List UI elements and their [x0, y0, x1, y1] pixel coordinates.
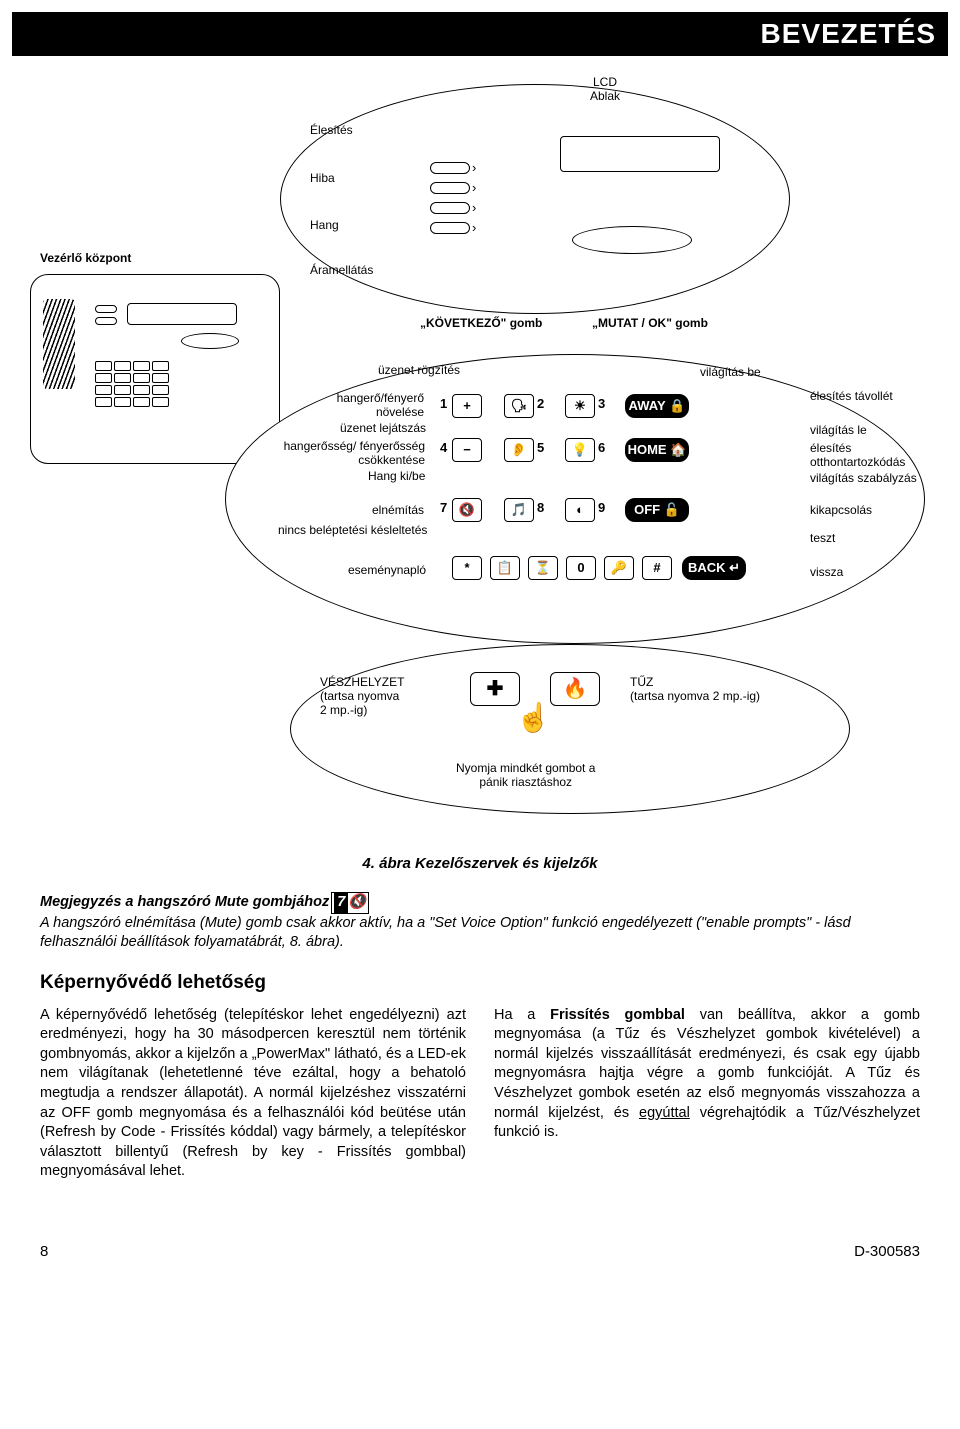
- label-vilagitas-le: világítás le: [810, 424, 867, 438]
- label-elesites-ott: élesítés otthontartozkódás: [810, 442, 940, 470]
- label-elesites-tav: élesítés távollét: [810, 390, 893, 404]
- key-chime-icon[interactable]: 🎵: [504, 498, 534, 522]
- panel-nav: [181, 333, 239, 349]
- key-mute-icon[interactable]: 🔇: [452, 498, 482, 522]
- page-header: BEVEZETÉS: [12, 12, 948, 56]
- keypad-grid: + 1 🗣 2 ☀ 3 AWAY 🔒 − 4 👂 5 💡 6 HOME 🏠 🔇 …: [440, 384, 790, 584]
- led-2: [430, 182, 470, 194]
- label-hangero-nov: hangerő/fényerő növelése: [314, 392, 424, 420]
- key-off[interactable]: OFF 🔓: [625, 498, 689, 522]
- num-3: 3: [598, 396, 605, 413]
- mute-note: Megjegyzés a hangszóró Mute gombjához 7🔇…: [40, 892, 920, 953]
- label-nincs-belep: nincs beléptetési késleltetés: [278, 524, 427, 538]
- top-bubble: [280, 84, 790, 314]
- key-timer-icon[interactable]: ⏳: [528, 556, 558, 580]
- label-mutat: „MUTAT / OK" gomb: [592, 317, 708, 331]
- num-7: 7: [440, 500, 447, 517]
- label-hang: Hang: [310, 219, 339, 233]
- key-hash[interactable]: #: [642, 556, 672, 580]
- label-elesites: Élesítés: [310, 124, 353, 138]
- led-3: [430, 202, 470, 214]
- note-body: A hangszóró elnémítása (Mute) gomb csak …: [40, 915, 851, 951]
- num-2: 2: [537, 396, 544, 413]
- label-panik: Nyomja mindkét gombot a pánik riasztásho…: [456, 762, 595, 790]
- label-teszt: teszt: [810, 532, 835, 546]
- panel-led: [95, 305, 117, 313]
- key-voice-icon[interactable]: 🗣: [504, 394, 534, 418]
- key-light-icon[interactable]: ☀: [565, 394, 595, 418]
- label-hang-kibe: Hang ki/be: [368, 470, 425, 484]
- key-zero[interactable]: 0: [566, 556, 596, 580]
- label-uzenet-rogzites: üzenet rögzítés: [378, 364, 460, 378]
- arrow-icon: ›: [472, 160, 476, 177]
- note-title: Megjegyzés a hangszóró Mute gombjához 7🔇: [40, 892, 369, 914]
- label-hiba: Hiba: [310, 172, 335, 186]
- label-uzenet-lej: üzenet lejátszás: [340, 422, 426, 436]
- column-right: Ha a Frissítés gombbal van beállítva, ak…: [494, 1006, 920, 1182]
- num-5: 5: [537, 440, 544, 457]
- label-lcd: LCD Ablak: [590, 76, 620, 104]
- arrow-icon: ›: [472, 180, 476, 197]
- key-star[interactable]: *: [452, 556, 482, 580]
- num-9: 9: [598, 500, 605, 517]
- label-vezerlo: Vezérlő központ: [40, 252, 131, 266]
- key-log-icon[interactable]: 📋: [490, 556, 520, 580]
- num-1: 1: [440, 396, 447, 413]
- key-plus[interactable]: +: [452, 394, 482, 418]
- section-title: Képernyővédő lehetőség: [40, 971, 920, 996]
- figure-caption: 4. ábra Kezelőszervek és kijelzők: [0, 854, 960, 874]
- label-elnemitas: elnémítás: [372, 504, 424, 518]
- key-ear-icon[interactable]: 👂: [504, 438, 534, 462]
- num-8: 8: [537, 500, 544, 517]
- arrow-icon: ›: [472, 220, 476, 237]
- label-kovetkezo: „KÖVETKEZŐ" gomb: [420, 317, 542, 331]
- page-footer: 8 D-300583: [40, 1242, 920, 1262]
- panel-lcd: [127, 303, 237, 325]
- mute-key-icon: 7🔇: [331, 892, 369, 914]
- num-4: 4: [440, 440, 447, 457]
- fire-button[interactable]: 🔥: [550, 672, 600, 706]
- device-diagram: LCD Ablak Élesítés Hiba Hang Áramellátás…: [20, 64, 940, 844]
- led-1: [430, 162, 470, 174]
- led-4: [430, 222, 470, 234]
- label-hangerosseg-cs: hangerősség/ fényerősség csökkentése: [270, 440, 425, 468]
- label-kikapcsolas: kikapcsolás: [810, 504, 872, 518]
- label-aram: Áramellátás: [310, 264, 373, 278]
- label-esemenynaplo: eseménynapló: [348, 564, 426, 578]
- num-6: 6: [598, 440, 605, 457]
- doc-number: D-300583: [854, 1242, 920, 1262]
- panel-speaker: [43, 299, 75, 389]
- label-veszhelyzet: VÉSZHELYZET (tartsa nyomva 2 mp.-ig): [320, 676, 404, 717]
- label-vilagitas-be: világítás be: [700, 366, 761, 380]
- key-minus[interactable]: −: [452, 438, 482, 462]
- key-away[interactable]: AWAY 🔒: [625, 394, 689, 418]
- body-columns: A képernyővédő lehetőség (telepítéskor l…: [40, 1006, 920, 1182]
- key-home[interactable]: HOME 🏠: [625, 438, 689, 462]
- label-vissza: vissza: [810, 566, 843, 580]
- panel-device-outline: [30, 274, 280, 464]
- lcd-window: [560, 136, 720, 172]
- key-bulb-icon[interactable]: 💡: [565, 438, 595, 462]
- key-test-icon[interactable]: 🔑: [604, 556, 634, 580]
- panel-led: [95, 317, 117, 325]
- key-back[interactable]: BACK ↵: [682, 556, 746, 580]
- label-tuz: TŰZ (tartsa nyomva 2 mp.-ig): [630, 676, 760, 704]
- arrow-icon: ›: [472, 200, 476, 217]
- page-number: 8: [40, 1242, 48, 1262]
- column-left: A képernyővédő lehetőség (telepítéskor l…: [40, 1006, 466, 1182]
- emergency-button[interactable]: ✚: [470, 672, 520, 706]
- hand-icon: ☝: [516, 700, 551, 736]
- key-dimmer-icon[interactable]: ◐: [565, 498, 595, 522]
- panel-keypad: [95, 361, 169, 407]
- label-vilagitas-szab: világítás szabályzás: [810, 472, 917, 486]
